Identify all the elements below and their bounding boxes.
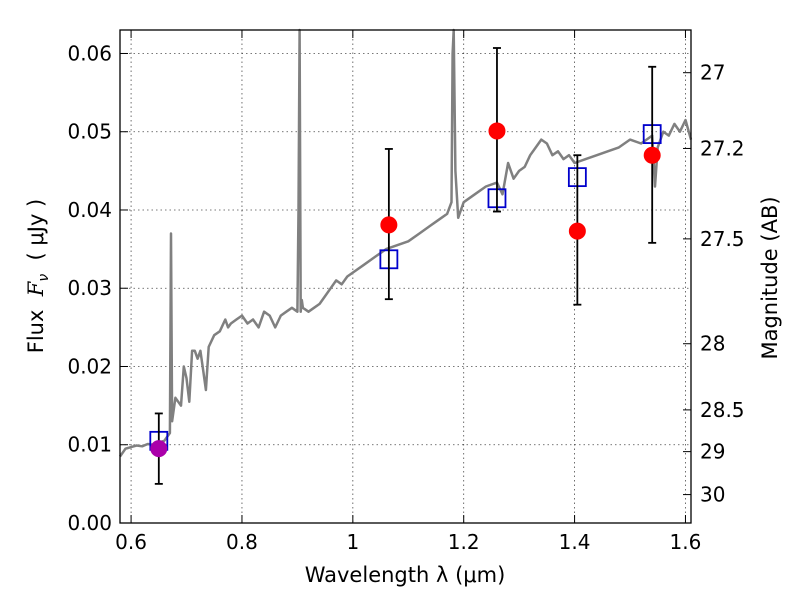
observed-point-marker <box>150 440 168 458</box>
x-tick-label: 0.6 <box>115 530 147 554</box>
ticks-layer: 0.6 0.8 1 1.2 1.4 1.6 0.00 0.01 0.02 0.03 0.04 0.05… <box>67 30 745 554</box>
y2-tick-label: 30 <box>700 483 725 507</box>
x-tick-label: 0.8 <box>226 530 258 554</box>
y-axis-label-subscript: ν <box>36 274 52 282</box>
y2-axis-label: Magnitude (AB) <box>758 196 782 359</box>
y-tick-label: 0.00 <box>67 511 112 535</box>
grid-layer <box>120 30 691 524</box>
y-tick-label: 0.03 <box>67 276 112 300</box>
y2-tick-label: 27.2 <box>700 136 745 160</box>
x-tick-label: 1.2 <box>448 530 480 554</box>
y-axis-label-suffix: ( μJy ) <box>24 199 48 274</box>
y-tick-label: 0.05 <box>67 120 112 144</box>
x-axis-label: Wavelength λ (μm) <box>305 563 506 587</box>
x-tick-label: 1.4 <box>559 530 591 554</box>
axes-layer <box>119 29 692 524</box>
y-tick-label: 0.06 <box>67 41 112 65</box>
observed-points-layer <box>150 47 661 485</box>
y2-tick-label: 27.5 <box>700 227 745 251</box>
spectrum-layer <box>118 28 693 458</box>
y2-tick-label: 29 <box>700 440 725 464</box>
model-points-layer <box>149 124 662 451</box>
plot-frame <box>119 29 692 524</box>
y-tick-label: 0.02 <box>67 354 112 378</box>
observed-point-marker <box>643 146 661 164</box>
y-tick-label: 0.01 <box>67 433 112 457</box>
x-tick-label: 1 <box>346 530 359 554</box>
x-tick-label: 1.6 <box>670 530 702 554</box>
y-tick-label: 0.04 <box>67 198 112 222</box>
y2-tick-label: 27 <box>700 61 725 85</box>
y2-tick-label: 28.5 <box>700 398 745 422</box>
observed-point-marker <box>380 216 398 234</box>
y-axis-label-symbol: F <box>24 280 48 297</box>
observed-point-marker <box>488 122 506 140</box>
y-axis-label: Flux Fν ( μJy ) <box>24 199 52 354</box>
y-axis-label-prefix: Flux <box>24 296 48 353</box>
y2-tick-label: 28 <box>700 332 725 356</box>
observed-point-marker <box>568 222 586 240</box>
template-spectrum-line <box>118 28 693 458</box>
